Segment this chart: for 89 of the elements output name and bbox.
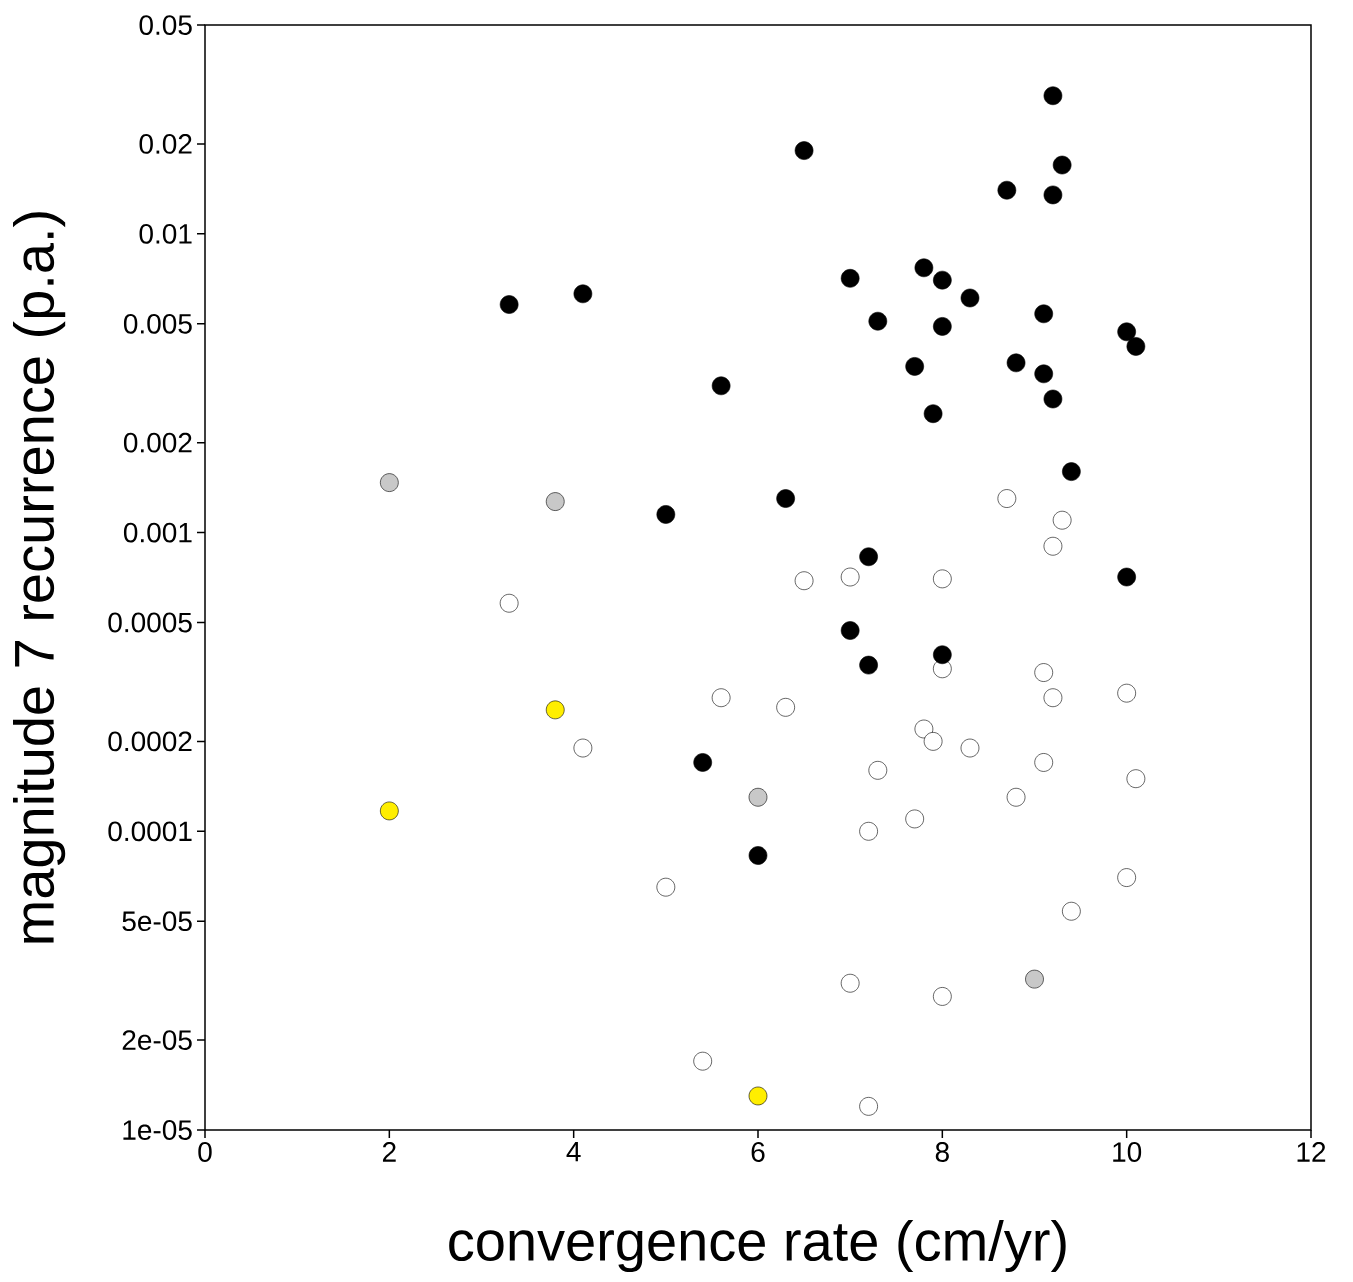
x-tick-label: 12 xyxy=(1297,1142,1326,1162)
point xyxy=(923,404,943,424)
point xyxy=(840,567,860,587)
point xyxy=(499,295,519,314)
point xyxy=(840,973,860,993)
point xyxy=(868,311,888,331)
point xyxy=(1043,389,1063,409)
point xyxy=(711,688,731,708)
point xyxy=(1006,353,1026,373)
point xyxy=(933,987,952,1006)
point xyxy=(1126,769,1146,788)
point xyxy=(776,489,795,508)
point xyxy=(1034,304,1054,324)
point xyxy=(960,288,980,308)
point xyxy=(1043,688,1063,708)
point xyxy=(933,270,952,290)
point xyxy=(545,492,565,511)
point xyxy=(1062,462,1081,481)
x-tick-label: 6 xyxy=(751,1142,765,1162)
point xyxy=(380,801,399,821)
point xyxy=(656,505,676,524)
point xyxy=(748,1086,768,1106)
y-tick-label: 0.005 xyxy=(123,313,192,334)
point xyxy=(1117,868,1136,887)
y-axis-title: magnitude 7 recurrence (p.a.) xyxy=(13,212,66,943)
point xyxy=(1025,969,1044,989)
point xyxy=(1043,86,1063,106)
point xyxy=(859,1097,878,1116)
point xyxy=(748,787,768,807)
point xyxy=(859,547,878,567)
point xyxy=(794,571,814,591)
x-tick-label: 4 xyxy=(566,1142,581,1162)
point xyxy=(1052,155,1072,175)
y-tick-label: 5e-05 xyxy=(122,911,192,932)
point xyxy=(693,753,712,772)
point xyxy=(868,761,888,780)
point xyxy=(905,809,924,829)
point xyxy=(499,593,519,613)
point xyxy=(656,877,676,897)
x-tick-label: 8 xyxy=(935,1142,949,1162)
y-tick-label: 0.0005 xyxy=(108,612,192,633)
x-tick-label: 2 xyxy=(382,1142,396,1162)
x-axis-title: convergence rate (cm/yr) xyxy=(449,1219,1066,1273)
point xyxy=(997,180,1017,200)
point xyxy=(794,141,814,160)
y-tick-label: 0.001 xyxy=(123,522,192,543)
y-tick-label: 1e-05 xyxy=(123,1120,192,1140)
x-tick-label: 0 xyxy=(198,1142,212,1162)
point xyxy=(1117,567,1136,587)
point xyxy=(1117,322,1136,342)
point xyxy=(776,698,795,717)
point xyxy=(380,473,399,492)
point xyxy=(840,621,860,640)
point xyxy=(1052,510,1072,530)
point xyxy=(933,645,952,665)
point xyxy=(859,655,878,675)
point xyxy=(1034,753,1054,772)
point xyxy=(1062,901,1081,921)
point xyxy=(1043,536,1063,556)
point xyxy=(1006,787,1026,807)
y-tick-label: 0.01 xyxy=(139,223,192,244)
y-tick-label: 0.02 xyxy=(139,134,192,154)
point xyxy=(693,1051,712,1071)
point xyxy=(859,821,878,841)
y-tick-label: 0.002 xyxy=(123,432,192,453)
point xyxy=(960,738,980,758)
point xyxy=(711,376,731,396)
point xyxy=(914,719,934,739)
point xyxy=(933,317,952,336)
point xyxy=(748,846,768,865)
point xyxy=(1126,337,1146,356)
point xyxy=(997,489,1017,508)
x-tick-label: 10 xyxy=(1113,1142,1142,1162)
point xyxy=(914,258,934,278)
point xyxy=(905,357,924,376)
point xyxy=(1043,185,1063,205)
y-tick-label: 0.0002 xyxy=(108,731,192,752)
point xyxy=(573,284,593,304)
y-tick-label: 2e-05 xyxy=(122,1030,192,1050)
point xyxy=(933,569,952,589)
y-tick-label: 0.05 xyxy=(139,15,192,35)
point xyxy=(573,738,593,758)
point xyxy=(1117,683,1136,703)
point xyxy=(1034,364,1054,384)
point xyxy=(545,700,565,720)
point xyxy=(840,269,860,288)
point xyxy=(923,732,943,751)
point xyxy=(1034,663,1054,682)
y-tick-label: 0.0001 xyxy=(108,821,192,842)
